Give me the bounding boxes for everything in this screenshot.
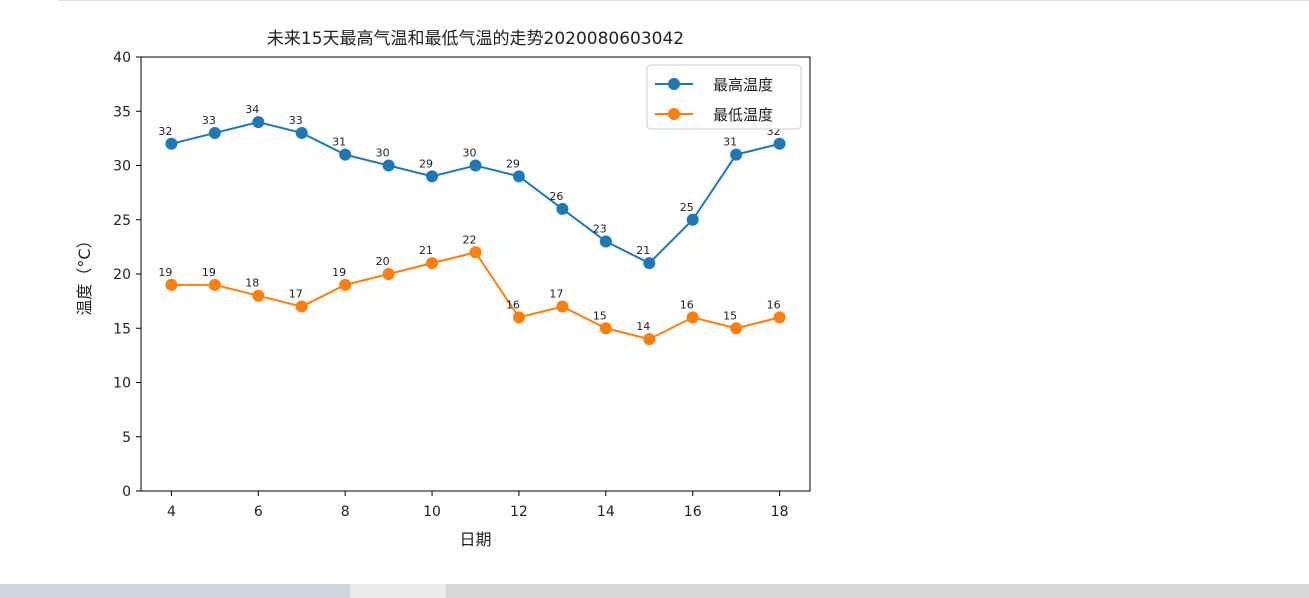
data-label: 26: [549, 190, 563, 203]
y-tick-label: 35: [113, 104, 131, 120]
legend-marker: [668, 78, 680, 90]
data-label: 21: [636, 244, 650, 257]
y-tick-label: 20: [113, 267, 131, 283]
y-axis-label: 温度（°C）: [75, 232, 94, 315]
legend-label: 最高温度: [713, 76, 773, 94]
axis-ticks: 0 5 10 15 20 25 30 35 40 4 6 8 10 12 14 16 18: [113, 50, 788, 520]
x-tick-label: 14: [597, 504, 615, 520]
data-point: [426, 170, 439, 183]
data-label: 25: [680, 201, 694, 214]
data-label: 29: [506, 157, 520, 170]
data-point: [252, 116, 265, 129]
data-point: [643, 257, 656, 270]
data-label: 20: [376, 255, 390, 268]
data-label: 15: [723, 309, 737, 322]
chart-area: 未来15天最高气温和最低气温的走势2020080603042 0 5 10 15 20 2…: [75, 29, 811, 549]
data-label: 31: [723, 136, 737, 149]
data-label: 23: [593, 222, 607, 235]
y-tick-label: 5: [122, 430, 131, 446]
y-tick-label: 25: [113, 213, 131, 229]
data-point: [426, 257, 439, 270]
bottom-scrollbar[interactable]: [0, 584, 1309, 598]
data-label: 16: [506, 298, 520, 311]
scrollbar-thumb[interactable]: [350, 584, 446, 598]
data-point: [599, 235, 612, 248]
data-point: [252, 289, 265, 302]
data-label: 17: [549, 288, 563, 301]
x-tick-label: 4: [167, 504, 176, 520]
data-point: [730, 148, 743, 161]
series-layer: [165, 116, 786, 346]
y-tick-label: 30: [113, 159, 131, 175]
data-point: [512, 311, 525, 324]
x-tick-label: 6: [254, 504, 263, 520]
y-tick-label: 40: [113, 50, 131, 66]
data-point: [686, 213, 699, 226]
data-point: [165, 137, 178, 150]
data-label: 18: [245, 277, 259, 290]
data-point: [469, 159, 482, 172]
data-label: 29: [419, 157, 433, 170]
y-tick-label: 15: [113, 321, 131, 337]
data-point: [686, 311, 699, 324]
data-label: 15: [593, 309, 607, 322]
chart-title: 未来15天最高气温和最低气温的走势2020080603042: [267, 29, 684, 49]
data-point: [643, 333, 656, 346]
data-point: [339, 278, 352, 291]
data-point: [773, 137, 786, 150]
data-label: 33: [289, 114, 303, 127]
data-label: 19: [202, 266, 216, 279]
data-label: 22: [463, 233, 477, 246]
data-label: 17: [289, 288, 303, 301]
data-point: [512, 170, 525, 183]
data-point: [556, 300, 569, 313]
data-point: [382, 268, 395, 280]
data-point: [208, 126, 221, 139]
data-point: [382, 159, 395, 172]
x-tick-label: 10: [423, 504, 441, 520]
data-point: [469, 246, 482, 259]
x-tick-label: 8: [341, 504, 350, 520]
legend-marker: [668, 108, 680, 120]
x-tick-label: 16: [684, 504, 702, 520]
data-label: 31: [332, 136, 346, 149]
data-label: 30: [463, 147, 477, 160]
data-point: [295, 126, 308, 139]
top-divider: [58, 0, 1309, 1]
data-label: 21: [419, 244, 433, 257]
data-point: [339, 148, 352, 161]
data-label: 34: [245, 103, 259, 116]
y-tick-label: 0: [122, 484, 131, 500]
data-point: [556, 202, 569, 215]
legend-label: 最低温度: [713, 106, 773, 124]
data-label: 19: [332, 266, 346, 279]
data-point: [730, 322, 743, 335]
data-point: [165, 278, 178, 291]
data-label: 19: [158, 266, 172, 279]
data-label: 16: [767, 298, 781, 311]
data-point: [773, 311, 786, 324]
data-label: 16: [680, 298, 694, 311]
x-tick-label: 12: [510, 504, 528, 520]
data-point: [208, 278, 221, 291]
x-axis-label: 日期: [459, 530, 491, 549]
data-label: 33: [202, 114, 216, 127]
data-label: 32: [158, 125, 172, 138]
data-point: [599, 322, 612, 335]
line-chart: 未来15天最高气温和最低气温的走势2020080603042 0 5 10 15 20 2…: [75, 29, 811, 549]
data-label: 14: [636, 320, 650, 333]
x-tick-label: 18: [771, 504, 789, 520]
y-tick-label: 10: [113, 376, 131, 392]
scrollbar-track-left: [0, 584, 350, 598]
data-point: [295, 300, 308, 313]
data-label: 30: [376, 147, 390, 160]
